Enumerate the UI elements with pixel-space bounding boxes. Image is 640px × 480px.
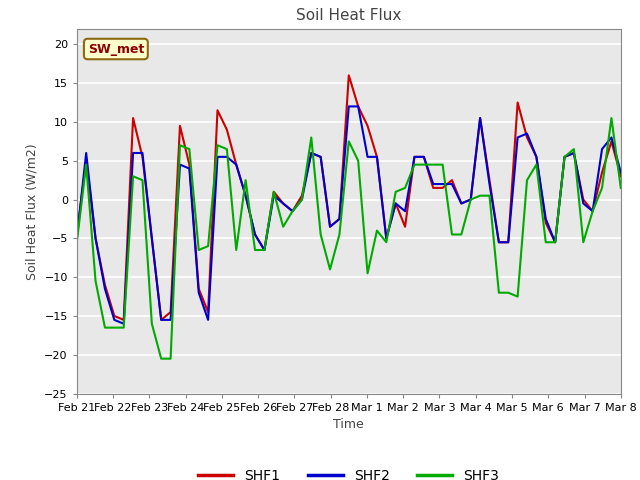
SHF3 bbox=[73, 240, 81, 245]
Text: SW_met: SW_met bbox=[88, 43, 144, 56]
SHF1 bbox=[223, 127, 230, 132]
SHF2 bbox=[223, 154, 230, 160]
SHF2 bbox=[167, 317, 175, 323]
SHF1 bbox=[345, 72, 353, 78]
SHF1 bbox=[617, 173, 625, 179]
SHF2 bbox=[73, 236, 81, 241]
SHF1 bbox=[486, 177, 493, 183]
Title: Soil Heat Flux: Soil Heat Flux bbox=[296, 9, 401, 24]
Y-axis label: Soil Heat Flux (W/m2): Soil Heat Flux (W/m2) bbox=[26, 143, 38, 279]
SHF2 bbox=[92, 236, 99, 241]
SHF3 bbox=[167, 356, 175, 361]
SHF1 bbox=[373, 154, 381, 160]
SHF1 bbox=[167, 309, 175, 315]
SHF1 bbox=[73, 232, 81, 238]
SHF3 bbox=[617, 185, 625, 191]
SHF3 bbox=[92, 278, 99, 284]
SHF2 bbox=[617, 169, 625, 175]
Legend: SHF1, SHF2, SHF3: SHF1, SHF2, SHF3 bbox=[193, 464, 505, 480]
Line: SHF2: SHF2 bbox=[77, 107, 621, 324]
SHF3 bbox=[607, 115, 615, 121]
SHF3 bbox=[364, 270, 371, 276]
SHF1 bbox=[92, 236, 99, 241]
SHF3 bbox=[223, 146, 230, 152]
Line: SHF3: SHF3 bbox=[77, 118, 621, 359]
SHF3 bbox=[157, 356, 165, 361]
SHF2 bbox=[139, 150, 147, 156]
X-axis label: Time: Time bbox=[333, 418, 364, 431]
SHF2 bbox=[345, 104, 353, 109]
SHF3 bbox=[476, 193, 484, 199]
SHF1 bbox=[139, 154, 147, 160]
Line: SHF1: SHF1 bbox=[77, 75, 621, 320]
SHF2 bbox=[486, 181, 493, 187]
SHF2 bbox=[120, 321, 127, 326]
SHF1 bbox=[120, 317, 127, 323]
SHF3 bbox=[129, 173, 137, 179]
SHF2 bbox=[373, 154, 381, 160]
